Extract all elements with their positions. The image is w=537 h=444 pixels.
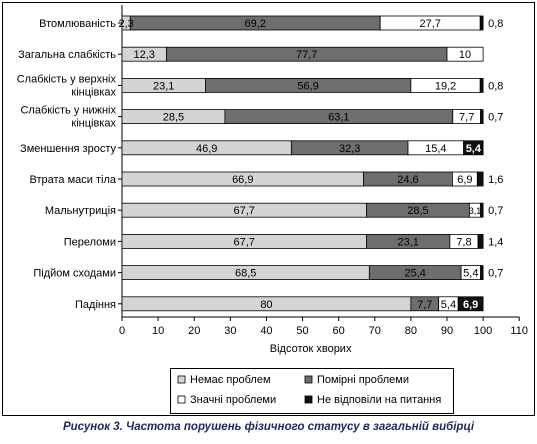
bar-segment-no_answer xyxy=(480,202,484,218)
value-label-moderate: 7,7 xyxy=(417,299,432,311)
category-label: Підйом сходами xyxy=(33,268,116,280)
legend-label-moderate: Помірні проблеми xyxy=(317,374,409,386)
legend-swatch-moderate xyxy=(304,375,313,384)
value-label-significant: 5,4 xyxy=(463,268,478,280)
value-label-no-answer: 6,9 xyxy=(463,299,478,311)
value-label-moderate: 69,2 xyxy=(245,18,266,30)
value-label-moderate: 56,9 xyxy=(297,80,318,92)
category-label: Переломи xyxy=(64,236,116,248)
category-label: Мальнутриція xyxy=(45,205,116,217)
bar-segment-no_answer xyxy=(457,296,484,312)
value-label-significant: 10 xyxy=(459,49,471,61)
x-tick-label: 60 xyxy=(333,325,345,337)
x-tick-label: 90 xyxy=(441,325,453,337)
x-tick-label: 70 xyxy=(369,325,381,337)
bar-segment-no_answer xyxy=(476,171,484,187)
bar-segment-no_answer xyxy=(477,233,484,249)
x-tick-label: 50 xyxy=(296,325,308,337)
value-label-significant: 19,2 xyxy=(435,80,456,92)
x-tick-label: 0 xyxy=(119,325,125,337)
bar-segment-no_answer xyxy=(480,265,484,281)
value-label-significant: 5,4 xyxy=(441,299,456,311)
x-tick-label: 10 xyxy=(152,325,164,337)
value-label-none: 68,5 xyxy=(235,268,256,280)
value-label-no-answer: 0,8 xyxy=(488,80,503,92)
value-label-none: 66,9 xyxy=(232,174,253,186)
value-label-moderate: 28,5 xyxy=(407,205,428,217)
x-tick-label: 110 xyxy=(510,325,528,337)
category-label: Падіння xyxy=(75,299,116,311)
value-label-no-answer: 1,4 xyxy=(488,236,503,248)
value-label-no-answer: 5,4 xyxy=(466,143,482,155)
figure-caption: Рисунок 3. Частота порушень фізичного ст… xyxy=(62,421,475,433)
value-label-moderate: 63,1 xyxy=(328,112,349,124)
value-label-no-answer: 1,6 xyxy=(488,174,503,186)
value-label-significant: 7,7 xyxy=(459,112,474,124)
value-label-moderate: 24,6 xyxy=(397,174,418,186)
value-label-none: 28,5 xyxy=(163,112,184,124)
value-label-moderate: 32,3 xyxy=(339,143,360,155)
x-axis-label: Відсоток хворих xyxy=(270,343,352,355)
bar-segment-no_answer xyxy=(463,140,484,156)
bar-segment-no_answer xyxy=(480,109,484,124)
value-label-significant: 3,1 xyxy=(469,206,482,216)
value-label-no-answer: 0,7 xyxy=(488,112,503,124)
bar-segment-significant xyxy=(446,46,484,62)
x-tick-label: 80 xyxy=(405,325,417,337)
value-label-no-answer: 0,7 xyxy=(488,205,503,217)
x-tick-label: 30 xyxy=(224,325,236,337)
value-label-none: 46,9 xyxy=(196,143,217,155)
value-label-moderate: 25,4 xyxy=(405,268,426,280)
value-label-moderate: 77,7 xyxy=(296,49,317,61)
value-label-significant: 6,9 xyxy=(457,174,472,186)
category-label: Слабкість у нижніх кінцівках xyxy=(20,105,116,130)
legend-label-significant: Значні проблеми xyxy=(190,394,276,406)
category-label: Загальна слабкість xyxy=(18,49,116,61)
bar-segment-no_answer xyxy=(479,15,484,31)
x-tick-label: 20 xyxy=(188,325,200,337)
category-label: Зменшення зросту xyxy=(20,143,116,155)
category-label: Втомлюваність xyxy=(39,18,116,30)
legend-label-none: Немає проблем xyxy=(190,374,271,386)
value-label-none: 23,1 xyxy=(153,80,174,92)
legend-swatch-none xyxy=(177,375,186,384)
bar-segment-no_answer xyxy=(479,78,484,93)
legend-swatch-no_answer xyxy=(304,395,313,404)
category-label: Втрата маси тіла xyxy=(30,174,117,186)
value-label-no-answer: 0,8 xyxy=(488,18,503,30)
value-label-significant: 7,8 xyxy=(456,236,471,248)
value-label-none: 80 xyxy=(260,299,272,311)
category-label: Слабкість у верхніх кінцівках xyxy=(17,73,117,98)
legend-swatch-significant xyxy=(177,395,186,404)
legend-label-no_answer: Не відповіли на питання xyxy=(317,394,441,406)
x-tick-label: 100 xyxy=(474,325,492,337)
value-label-none: 12,3 xyxy=(133,49,154,61)
chart-frame xyxy=(2,2,535,416)
value-label-moderate: 23,1 xyxy=(397,236,418,248)
value-label-none: 67,7 xyxy=(234,236,255,248)
value-label-none: 2,3 xyxy=(119,18,134,30)
value-label-significant: 27,7 xyxy=(419,18,440,30)
value-label-none: 67,7 xyxy=(234,205,255,217)
value-label-no-answer: 0,7 xyxy=(488,268,503,280)
value-label-significant: 15,4 xyxy=(425,143,446,155)
x-tick-label: 40 xyxy=(260,325,272,337)
